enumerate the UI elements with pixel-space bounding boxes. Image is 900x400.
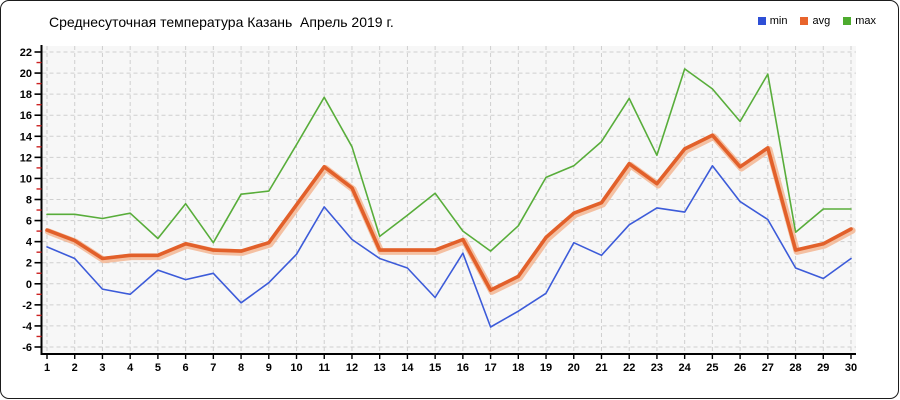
svg-text:18: 18: [20, 89, 32, 101]
svg-text:18: 18: [512, 362, 524, 374]
svg-text:-6: -6: [22, 342, 32, 354]
svg-text:11: 11: [318, 362, 330, 374]
svg-text:14: 14: [20, 131, 33, 143]
svg-text:9: 9: [266, 362, 272, 374]
svg-text:8: 8: [26, 195, 32, 207]
legend-swatch-max: [843, 17, 852, 25]
svg-text:22: 22: [20, 47, 32, 59]
x-axis-ticks: 1 2 3 4 5 6 7 8 9 10 11 12 13 14 15 16 17 18 19 20 21 22 23 24 2…: [44, 354, 857, 374]
svg-text:20: 20: [568, 362, 580, 374]
svg-text:22: 22: [623, 362, 635, 374]
svg-text:17: 17: [484, 362, 496, 374]
svg-text:25: 25: [706, 362, 718, 374]
svg-text:6: 6: [183, 362, 189, 374]
series-max-line: [46, 68, 852, 252]
legend-item-avg[interactable]: avg: [800, 15, 830, 27]
series-min: [46, 165, 852, 328]
svg-text:12: 12: [20, 152, 32, 164]
legend-item-min[interactable]: min: [757, 15, 788, 27]
chart-title: Среднесуточная температура Казань Апрель…: [49, 14, 394, 30]
legend-swatch-avg: [800, 17, 809, 25]
svg-text:15: 15: [429, 362, 441, 374]
legend-label: max: [855, 15, 876, 27]
legend-label: min: [769, 15, 788, 27]
svg-text:-4: -4: [22, 321, 33, 333]
svg-text:2: 2: [26, 258, 32, 270]
series-avg: [44, 133, 856, 295]
legend-swatch-min: [757, 17, 766, 25]
svg-text:10: 10: [290, 362, 302, 374]
chart-legend: min avg max: [757, 15, 876, 27]
svg-text:1: 1: [44, 362, 50, 374]
svg-text:4: 4: [127, 362, 134, 374]
svg-text:27: 27: [762, 362, 774, 374]
svg-text:4: 4: [26, 237, 33, 249]
svg-text:12: 12: [346, 362, 358, 374]
svg-text:23: 23: [651, 362, 663, 374]
svg-text:26: 26: [734, 362, 746, 374]
svg-text:16: 16: [457, 362, 469, 374]
legend-label: avg: [812, 15, 831, 27]
svg-text:7: 7: [210, 362, 216, 374]
legend-item-max[interactable]: max: [843, 15, 876, 27]
svg-text:29: 29: [817, 362, 829, 374]
series-min-line: [46, 165, 852, 328]
svg-text:30: 30: [845, 362, 857, 374]
svg-text:-2: -2: [22, 300, 32, 312]
svg-text:28: 28: [789, 362, 801, 374]
svg-text:5: 5: [155, 362, 161, 374]
svg-text:14: 14: [401, 362, 414, 374]
svg-text:0: 0: [26, 279, 32, 291]
series-avg-line: [45, 133, 853, 292]
svg-text:3: 3: [99, 362, 105, 374]
svg-text:16: 16: [20, 110, 32, 122]
svg-text:8: 8: [238, 362, 244, 374]
svg-text:6: 6: [26, 216, 32, 228]
svg-text:20: 20: [20, 68, 32, 80]
svg-text:13: 13: [374, 362, 386, 374]
svg-text:2: 2: [72, 362, 78, 374]
svg-text:24: 24: [679, 362, 692, 374]
svg-text:19: 19: [540, 362, 552, 374]
series-max: [46, 68, 852, 252]
svg-text:10: 10: [20, 173, 32, 185]
svg-text:21: 21: [595, 362, 607, 374]
